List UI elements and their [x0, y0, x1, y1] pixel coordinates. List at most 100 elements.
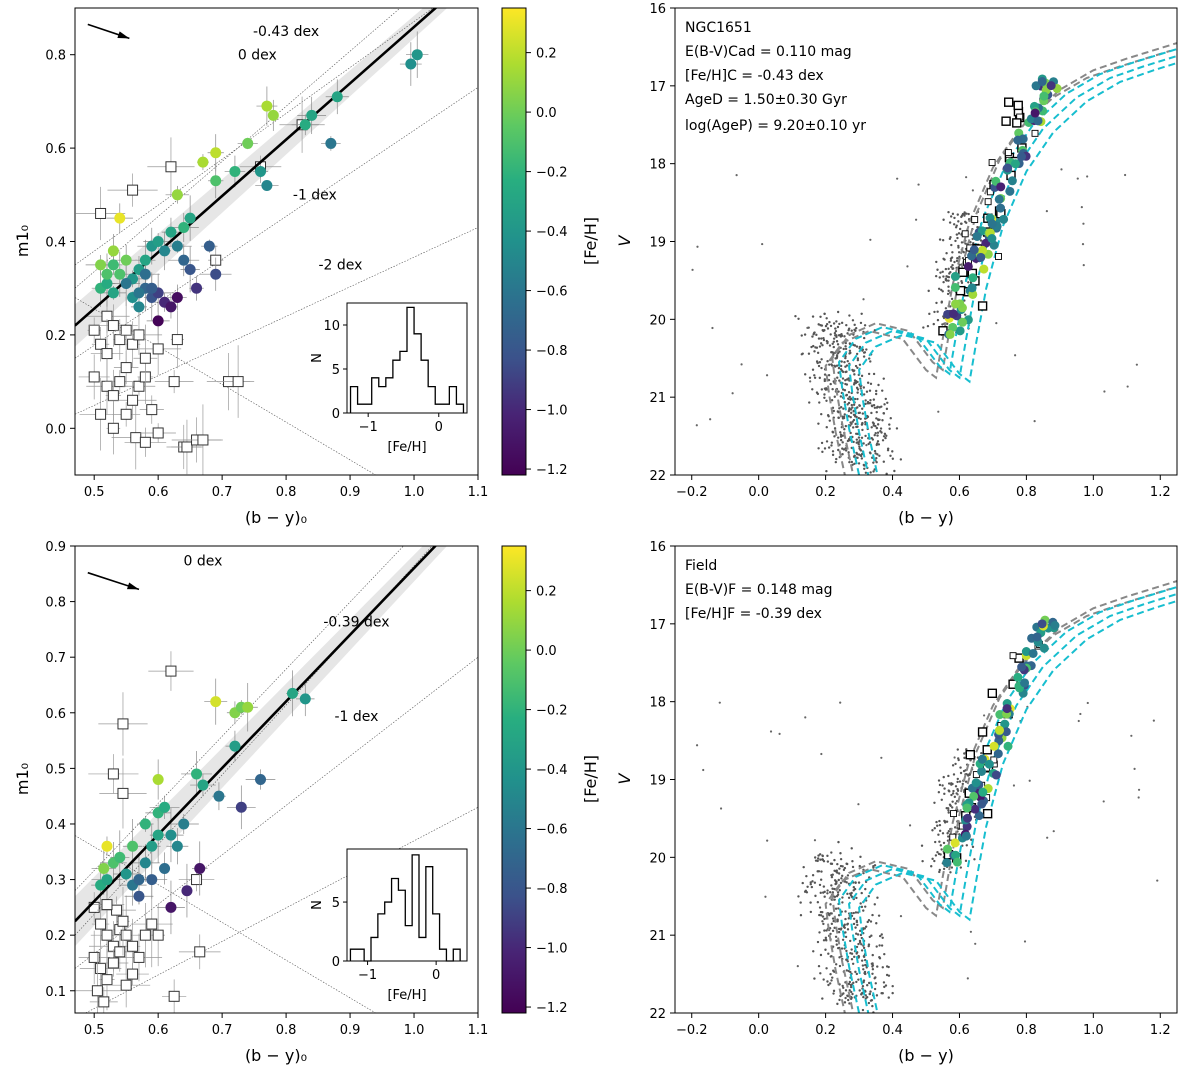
tl-inset-ytick-label: 10 [323, 319, 340, 334]
tr-field-star [872, 470, 875, 473]
br-field-star [869, 990, 872, 993]
tr-field-star [857, 462, 861, 465]
br-field-star [954, 802, 957, 805]
bl-member-point [229, 740, 241, 752]
br-member-star [977, 766, 987, 776]
br-field-star [936, 851, 939, 854]
br-field-star [836, 1002, 839, 1006]
br-field-star [882, 981, 886, 984]
tr-field-star [847, 327, 851, 330]
br-field-star [945, 806, 948, 810]
br-field-star [946, 832, 949, 835]
br-field-star [857, 942, 860, 946]
bl-member-point [133, 874, 145, 886]
tl-member-point [114, 268, 126, 280]
tr-field-star [846, 359, 849, 363]
tr-field-star [811, 315, 815, 318]
tr-field-star [944, 267, 948, 271]
br-field-star [959, 766, 962, 769]
tr-field-star [808, 401, 811, 404]
tr-field-star [832, 409, 835, 413]
colorbar-tick-label: −0.6 [536, 823, 568, 838]
tr-field-star [886, 447, 890, 450]
tr-field-star [949, 215, 953, 218]
br-member-star [995, 725, 1005, 735]
bl-inset-ylabel: N [310, 900, 325, 910]
br-field-star [837, 907, 840, 910]
br-field-star [863, 970, 867, 974]
tr-field-star [839, 435, 843, 438]
tr-field-star [864, 434, 867, 438]
br-field-star [826, 854, 829, 858]
tr-field-star [926, 324, 930, 328]
br-field-star [930, 865, 933, 868]
tr-field-star [885, 407, 889, 411]
tr-field-star [812, 332, 816, 335]
br-field-star [839, 857, 843, 861]
bl-nonmember-point [107, 957, 119, 969]
br-field-star [839, 881, 843, 885]
tr-field-star [889, 417, 892, 420]
br-field-star [833, 895, 837, 899]
tr-field-star [1033, 419, 1036, 423]
br-field-star [883, 985, 886, 989]
br-field-star [953, 826, 957, 829]
br-field-star [858, 989, 861, 992]
tr-field-star [875, 406, 879, 409]
tr-field-star [851, 420, 854, 423]
tr-xtick-label: 1.2 [1150, 485, 1171, 500]
tr-field-star [855, 415, 858, 419]
tl-nonmember-point [133, 329, 145, 341]
br-field-star [883, 952, 886, 956]
br-field-star [852, 981, 855, 985]
br-field-star [970, 838, 973, 841]
tr-field-star [886, 401, 889, 404]
br-field-star [972, 763, 975, 767]
tl-member-point [210, 268, 222, 280]
br-field-star [839, 928, 843, 931]
tr-field-star [855, 425, 858, 429]
tl-member-point [165, 301, 177, 313]
bl-member-point [178, 818, 190, 830]
tl-nonmember-point [120, 408, 132, 420]
br-field-star [843, 923, 846, 926]
tr-ytick-label: 21 [649, 391, 666, 406]
tr-field-star [842, 407, 845, 410]
bl-nonmember-point [101, 974, 113, 986]
br-field-star [833, 887, 836, 891]
tl-nonmember-point [95, 338, 107, 350]
tr-field-star [847, 377, 850, 380]
tr-field-star [833, 395, 836, 398]
tr-field-star [857, 443, 860, 446]
br-field-star [826, 980, 829, 983]
tl-dex-label: -1 dex [293, 187, 337, 203]
br-field-star [838, 998, 841, 1002]
tl-nonmember-point [171, 334, 183, 346]
br-field-star [878, 934, 882, 938]
br-annotations: Field E(B-V)F = 0.148 mag [Fe/H]F = -0.3… [685, 558, 833, 622]
bl-ytick-label: 0.4 [45, 818, 66, 833]
tr-field-star [863, 464, 866, 467]
tr-nonmember-square [1013, 100, 1023, 111]
br-xtick-label: 1.0 [1083, 1023, 1104, 1038]
br-ytick-label: 17 [649, 618, 666, 633]
tr-field-star [825, 322, 829, 326]
tr-field-star [937, 410, 940, 413]
tl-nonmember-point [88, 371, 100, 383]
br-field-star [835, 939, 838, 942]
bl-xtick-label: 0.5 [84, 1023, 105, 1038]
br-member-star [1050, 621, 1060, 631]
tr-field-star [797, 317, 800, 320]
br-ylabel: V [615, 772, 634, 784]
colorbar-top-ticks: 0.2 0.0 −0.2 −0.4 −0.6 −0.8 −1.0 −1.2 [526, 47, 568, 478]
tr-member-star [981, 238, 991, 248]
br-annotation-ebv: E(B-V)F = 0.148 mag [685, 582, 833, 598]
tr-field-star [964, 313, 967, 316]
tr-ytick-label: 16 [649, 2, 666, 17]
tr-field-star [834, 460, 838, 464]
br-field-star [835, 943, 838, 946]
tr-field-star [877, 383, 880, 387]
tl-nonmember-point [139, 352, 151, 364]
br-field-star [829, 972, 832, 976]
tr-field-star [851, 319, 855, 322]
